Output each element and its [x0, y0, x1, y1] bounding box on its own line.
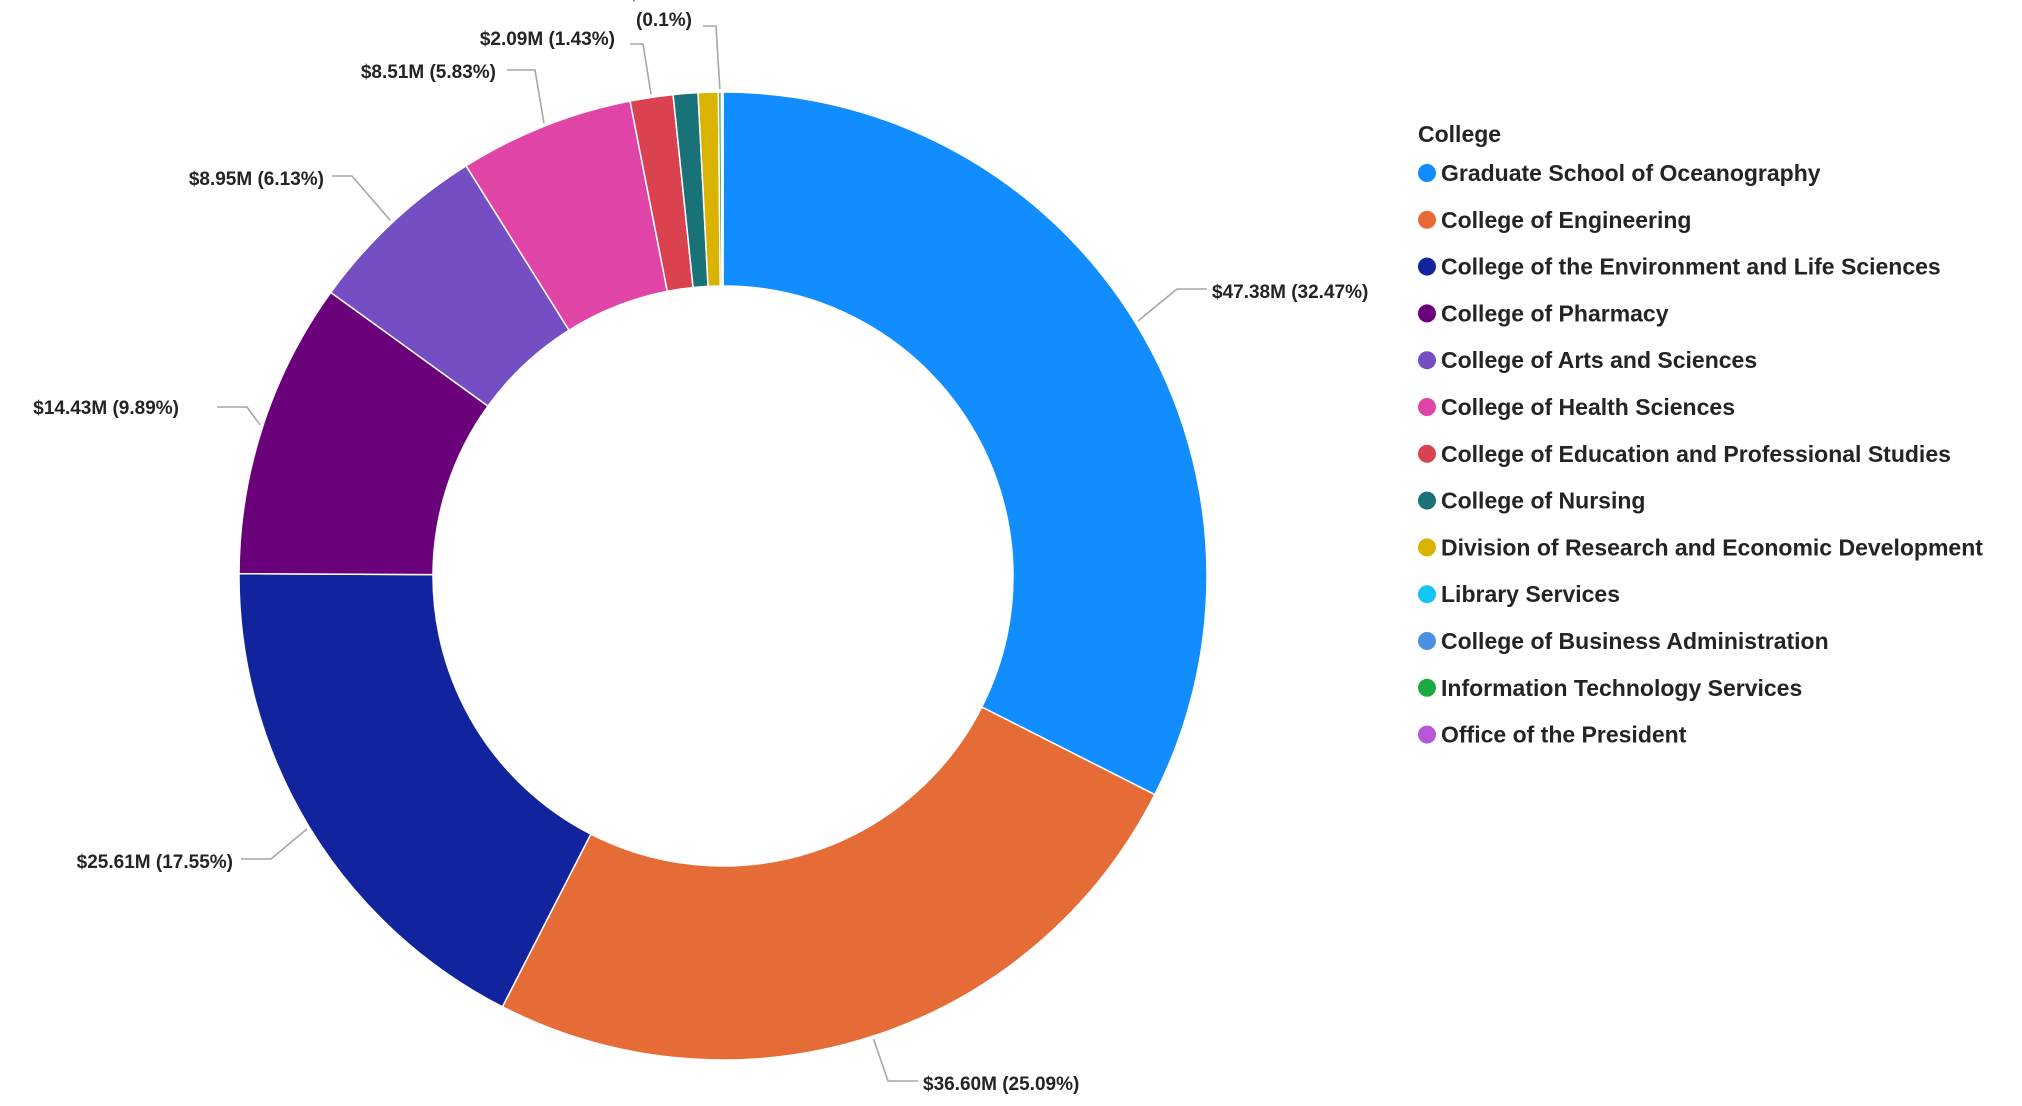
data-label-college-of-arts-and-sciences: $8.95M (6.13%) — [189, 169, 324, 190]
legend-label: Information Technology Services — [1441, 675, 1802, 701]
legend-label: Graduate School of Oceanography — [1441, 160, 1821, 186]
legend-label: College of Health Sciences — [1441, 394, 1735, 420]
data-label-leaders — [217, 25, 1207, 1082]
legend-marker — [1418, 444, 1436, 463]
legend-marker — [1418, 632, 1436, 650]
legend-item-college-of-engineering[interactable]: College of Engineering — [1418, 207, 1691, 233]
legend-marker — [1418, 164, 1436, 182]
slice-college-of-the-environment-and-life-sciences[interactable] — [238, 572, 592, 1008]
legend-item-college-of-pharmacy[interactable]: College of Pharmacy — [1418, 300, 1669, 326]
leader-line-college-of-arts-and-sciences — [332, 175, 391, 221]
data-label-college-of-pharmacy: $14.43M (9.89%) — [33, 398, 179, 419]
legend-marker — [1418, 210, 1436, 229]
slice-college-of-engineering[interactable] — [501, 705, 1156, 1061]
legend-marker — [1418, 678, 1436, 697]
legend-label: College of Business Administration — [1441, 628, 1829, 654]
leader-line-college-of-the-environment-and-life-sciences — [241, 828, 308, 860]
data-label-college-of-health-sciences: $8.51M (5.83%) — [361, 62, 496, 83]
legend-item-college-of-health-sciences[interactable]: College of Health Sciences — [1418, 394, 1735, 420]
data-label-graduate-school-of-oceanography: $47.38M (32.47%) — [1212, 282, 1368, 303]
legend-item-college-of-business-administration[interactable]: College of Business Administration — [1418, 628, 1829, 654]
legend-marker — [1418, 351, 1436, 370]
legend-label: College of the Environment and Life Scie… — [1441, 254, 1941, 280]
legend-item-college-of-arts-and-sciences[interactable]: College of Arts and Sciences — [1418, 347, 1757, 373]
leader-line-college-of-education-and-professional-studies — [630, 43, 652, 95]
legend-marker — [1418, 304, 1436, 323]
leader-line-college-of-pharmacy — [217, 406, 261, 426]
legend-marker — [1418, 585, 1436, 604]
legend-item-college-of-the-environment-and-life-sciences[interactable]: College of the Environment and Life Scie… — [1418, 254, 1941, 280]
legend-label: Division of Research and Economic Develo… — [1441, 534, 1983, 560]
legend-label: College of Arts and Sciences — [1441, 347, 1757, 373]
legend-title: College — [1418, 121, 1501, 147]
data-label-college-of-the-environment-and-life-sciences: $25.61M (17.55%) — [77, 852, 233, 873]
donut-slices — [238, 91, 1208, 1061]
data-label-college-of-education-and-professional-studies: $2.09M (1.43%) — [480, 29, 615, 50]
legend-label: College of Engineering — [1441, 207, 1691, 233]
legend-item-graduate-school-of-oceanography[interactable]: Graduate School of Oceanography — [1418, 160, 1821, 186]
legend-marker — [1418, 257, 1436, 276]
legend-item-division-of-research-and-economic-development[interactable]: Division of Research and Economic Develo… — [1418, 534, 1983, 560]
data-labels: $47.38M (32.47%) $36.60M (25.09%) $25.61M … — [33, 0, 1368, 1095]
legend-label: College of Pharmacy — [1441, 300, 1669, 326]
leader-line-college-of-health-sciences — [507, 69, 545, 124]
legend-item-college-of-education-and-professional-studies[interactable]: College of Education and Professional St… — [1418, 441, 1951, 467]
leader-line-library-services — [703, 25, 721, 90]
legend-label: Office of the President — [1441, 722, 1687, 748]
leader-line-college-of-engineering — [872, 1038, 918, 1082]
legend-item-information-technology-services[interactable]: Information Technology Services — [1418, 675, 1802, 701]
data-label-college-of-engineering: $36.60M (25.09%) — [923, 1074, 1079, 1095]
data-label-library-services: (0.1%) — [636, 10, 692, 31]
data-label-library-services: $0.14M — [629, 0, 692, 5]
legend-label: College of Nursing — [1441, 488, 1645, 514]
legend-marker — [1418, 398, 1436, 416]
legend-marker — [1418, 538, 1436, 557]
slice-graduate-school-of-oceanography[interactable] — [722, 91, 1208, 796]
legend-item-college-of-nursing[interactable]: College of Nursing — [1418, 488, 1645, 514]
legend: College Graduate School of Oceanography C… — [1418, 121, 1983, 748]
legend-marker — [1418, 491, 1436, 510]
legend-label: College of Education and Professional St… — [1441, 441, 1951, 467]
legend-marker — [1418, 725, 1436, 744]
legend-item-library-services[interactable]: Library Services — [1418, 581, 1620, 607]
legend-item-office-of-the-president[interactable]: Office of the President — [1418, 722, 1687, 748]
legend-label: Library Services — [1441, 581, 1620, 607]
leader-line-graduate-school-of-oceanography — [1137, 288, 1207, 322]
